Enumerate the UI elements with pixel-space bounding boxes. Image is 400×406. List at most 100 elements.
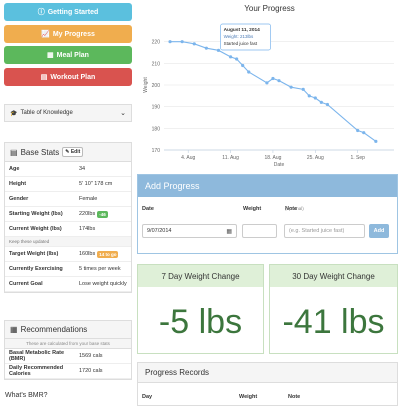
y-tick-label: 180 [152,126,161,132]
stat-value: 1569 cals [79,353,127,359]
recommendations-rows: Basal Metabolic Rate (BMR) 1569 cals Daily… [5,349,131,379]
seven-day-change-title: 7 Day Weight Change [138,265,263,287]
table-of-knowledge-dropdown[interactable]: 🎓 Table of Knowledge ⌄ [4,104,132,122]
base-stats-panel: ▤ Base Stats ✎ Edit Age 34 Height 5' 10" 17… [4,142,132,293]
progress-records-header: Day Weight Note [138,383,397,403]
stat-key: Starting Weight (lbs) [9,211,63,217]
date-label: Date [142,206,154,212]
getting-started-button[interactable]: ⓘ Getting Started [4,3,132,21]
stat-value-text: 1720 cals [79,368,103,374]
stat-value-text: 5 times per week [79,266,121,272]
stat-key: Daily Recommended Calories [9,365,64,377]
data-point [307,94,311,98]
calendar-icon[interactable]: ▦ [226,228,232,235]
add-button[interactable]: Add [369,224,389,238]
whats-bmr-link[interactable]: What's BMR? [5,392,48,399]
data-point [180,40,184,44]
stat-key: Gender [9,196,29,202]
y-tick-label: 210 [152,61,161,67]
stat-key: Age [9,166,20,172]
stat-row: Current Goal Lose weight quickly [5,277,131,292]
data-point [313,96,317,100]
series-line [170,41,377,142]
data-point [168,40,172,44]
data-point [228,55,233,59]
stat-value: 220lbs -46 [79,210,127,218]
tooltip-date: August 11, 2014 [224,27,261,33]
meal-plan-button[interactable]: ▦ Meal Plan [4,46,132,64]
y-tick-label: 170 [152,148,161,154]
stat-key: Target Weight (lbs) [9,251,59,257]
note-input[interactable]: (e.g. Started juice fast) [284,224,365,238]
data-point [204,46,208,50]
stat-value: 1720 cals [79,368,127,374]
edit-icon: ✎ [65,149,70,155]
stat-value: 160lbs 14 to go [79,250,127,258]
data-point [277,79,281,83]
stat-value-text: 160lbs [79,251,96,257]
data-point [301,87,305,91]
thirty-day-change-value: -41 lbs [282,303,385,341]
chart-title: Your Progress [244,4,295,13]
data-point [319,100,323,104]
stat-value-text: 220lbs [79,211,96,217]
chevron-down-icon: ⌄ [120,110,126,117]
data-point [241,63,245,68]
progress-chart: Your Progress 170 180 190 200 210 220 4. Aug 11… [139,0,400,168]
data-point [325,102,330,107]
thirty-day-change-title: 30 Day Weight Change [270,265,397,287]
chart-svg: 170 180 190 200 210 220 4. Aug 11. Aug 18. Aug 25… [143,23,394,168]
data-point [192,42,196,46]
weight-label: Weight [243,206,262,212]
data-point [216,48,221,52]
stat-key: Height [9,181,27,187]
calculator-icon: ▦ [10,325,18,334]
stat-value-text: 1569 cals [79,353,103,359]
stat-row: Current Weight (lbs) 174lbs [5,222,131,237]
date-input[interactable]: 9/07/2014 ▦ [142,224,237,238]
my-progress-button[interactable]: 📈 My Progress [4,25,132,43]
base-stats-header: ▤ Base Stats ✎ Edit [5,143,131,162]
recommendations-panel: ▦ Recommendations These are calculated f… [4,320,132,380]
calendar-icon: ▤ [40,74,48,81]
stat-badge: 14 to go [97,250,119,258]
meal-icon: ▦ [47,52,54,59]
stat-row: Daily Recommended Calories 1720 cals [5,364,131,379]
col-note: Note [288,394,301,400]
x-tick-label: 4. Aug [181,155,195,161]
stat-value: 34 [79,166,127,172]
stat-badge: -46 [97,210,108,218]
stat-value-text: 34 [79,166,86,172]
x-axis-label: Date [274,162,285,168]
y-axis-label: Weight [143,77,149,93]
stat-key: Currently Exercising [9,266,63,272]
stat-value: 5 times per week [79,266,127,272]
edit-button[interactable]: ✎ Edit [62,147,84,157]
stat-row: Starting Weight (lbs) 220lbs -46 [5,207,131,222]
stat-row: Target Weight (lbs) 160lbs 14 to go [5,247,131,262]
add-progress-panel: Add Progress Date Weight Note (optional)… [137,174,398,254]
stat-row: Height 5' 10" 178 cm [5,177,131,192]
y-tick-label: 190 [152,105,161,111]
data-point [356,128,360,133]
keep-updated-note: Keep these updated [5,237,131,247]
tooltip-box [220,23,271,51]
workout-plan-button[interactable]: ▤ Workout Plan [4,68,132,86]
base-stats-rows: Age 34 Height 5' 10" 178 cm Gender Female Star… [5,162,131,237]
stat-row: Age 34 [5,162,131,177]
y-tick-label: 220 [152,40,161,46]
tooltip-note: Started juice fast [224,41,258,46]
data-point [247,70,251,74]
base-stats-rows-2: Target Weight (lbs) 160lbs 14 to go Current… [5,247,131,292]
seven-day-change-value: -5 lbs [158,303,243,341]
stat-value: Lose weight quickly [79,281,127,287]
data-point [289,85,293,89]
data-point [235,57,239,61]
stat-value-text: Lose weight quickly [79,281,127,287]
x-tick-label: 11. Aug [222,155,239,161]
progress-records-panel: Progress Records Day Weight Note [137,362,398,406]
weight-input[interactable] [242,224,277,238]
recommendations-header: ▦ Recommendations [5,321,131,339]
stat-value-text: Female [79,196,98,202]
recommendations-note: These are calculated from your base stat… [5,339,131,349]
